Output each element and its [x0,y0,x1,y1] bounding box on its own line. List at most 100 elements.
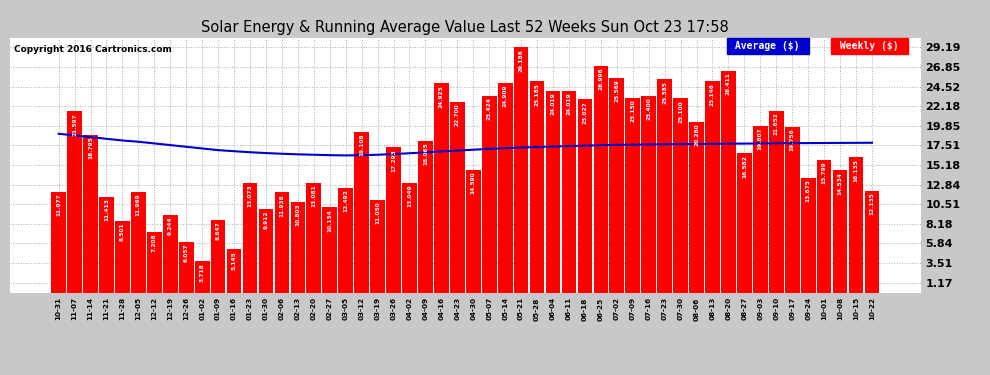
Bar [307,183,321,292]
Text: 9.912: 9.912 [263,211,268,230]
Bar [753,126,767,292]
Text: 15.799: 15.799 [822,162,827,184]
Bar [817,160,832,292]
Text: 14.590: 14.590 [471,172,476,194]
Text: 11.938: 11.938 [279,194,284,217]
Text: 13.675: 13.675 [806,179,811,202]
Text: 25.146: 25.146 [710,83,715,106]
Title: Solar Energy & Running Average Value Last 52 Weeks Sun Oct 23 17:58: Solar Energy & Running Average Value Las… [201,20,730,35]
Bar [594,66,608,292]
Text: 12.135: 12.135 [869,192,874,215]
Bar [227,249,242,292]
Bar [115,221,130,292]
Text: 25.185: 25.185 [535,82,540,105]
Text: 14.534: 14.534 [838,172,842,195]
Bar [769,111,784,292]
Text: 13.049: 13.049 [407,184,412,207]
Bar [482,96,497,292]
Text: 21.597: 21.597 [72,113,77,135]
Text: 23.150: 23.150 [631,100,636,123]
Text: 19.108: 19.108 [359,134,364,156]
Text: 17.293: 17.293 [391,149,396,172]
Bar [626,98,641,292]
Bar [721,70,736,292]
Bar [131,192,146,292]
Bar [689,122,704,292]
Text: 13.081: 13.081 [311,184,316,207]
Bar [83,135,98,292]
Bar [610,78,624,292]
Bar [195,261,210,292]
Text: Average ($): Average ($) [730,41,806,51]
Bar [642,96,656,292]
Bar [673,99,688,292]
Bar [418,141,433,292]
Bar [51,192,66,292]
Text: 25.569: 25.569 [615,80,620,102]
Text: 24.019: 24.019 [550,93,555,115]
Text: Copyright 2016 Cartronics.com: Copyright 2016 Cartronics.com [15,45,172,54]
Bar [498,83,513,292]
Bar [737,153,751,292]
Text: 12.492: 12.492 [344,189,348,212]
Bar [67,111,82,292]
Bar [833,170,847,292]
Text: 10.803: 10.803 [295,204,300,226]
Text: 5.145: 5.145 [232,251,237,270]
Text: 16.582: 16.582 [742,155,746,178]
Bar [514,47,529,292]
Bar [179,242,194,292]
Text: 23.424: 23.424 [487,98,492,120]
Bar [785,127,800,292]
Text: 22.700: 22.700 [454,104,459,126]
Text: 26.411: 26.411 [726,72,731,95]
Bar [657,79,672,292]
Text: 23.027: 23.027 [582,101,587,123]
Text: 7.208: 7.208 [151,234,156,252]
Bar [801,178,816,292]
Text: 24.925: 24.925 [439,85,444,108]
Bar [434,83,448,292]
Bar [99,196,114,292]
Text: 23.100: 23.100 [678,100,683,123]
Bar [705,81,720,292]
Text: 9.244: 9.244 [167,216,173,235]
Bar [211,220,226,292]
Text: 8.647: 8.647 [216,222,221,240]
Bar [258,209,273,292]
Bar [402,183,417,292]
Text: 13.073: 13.073 [248,184,252,207]
Text: 11.413: 11.413 [104,198,109,221]
Text: 8.501: 8.501 [120,223,125,242]
Bar [450,102,464,292]
Bar [290,202,305,292]
Bar [339,188,353,292]
Bar [274,192,289,292]
Text: 6.057: 6.057 [184,243,189,262]
Bar [163,215,177,292]
Bar [545,91,560,292]
Text: 11.050: 11.050 [375,201,380,224]
Text: 19.807: 19.807 [757,128,763,150]
Bar [370,200,385,292]
Bar [386,147,401,292]
Text: Weekly ($): Weekly ($) [835,41,905,51]
Bar [147,232,161,292]
Bar [354,132,369,292]
Text: 20.280: 20.280 [694,124,699,147]
Bar [864,190,879,292]
Bar [561,91,576,292]
Text: 21.652: 21.652 [774,112,779,135]
Text: 24.909: 24.909 [503,85,508,108]
Bar [848,157,863,292]
Text: 11.969: 11.969 [136,194,141,216]
Bar [530,81,544,292]
Bar [577,99,592,292]
Text: 16.135: 16.135 [853,159,858,182]
Bar [323,207,337,292]
Text: 25.385: 25.385 [662,81,667,104]
Text: 29.186: 29.186 [519,49,524,72]
Text: 24.019: 24.019 [566,93,571,115]
Text: 26.996: 26.996 [598,68,603,90]
Text: 23.400: 23.400 [646,98,651,120]
